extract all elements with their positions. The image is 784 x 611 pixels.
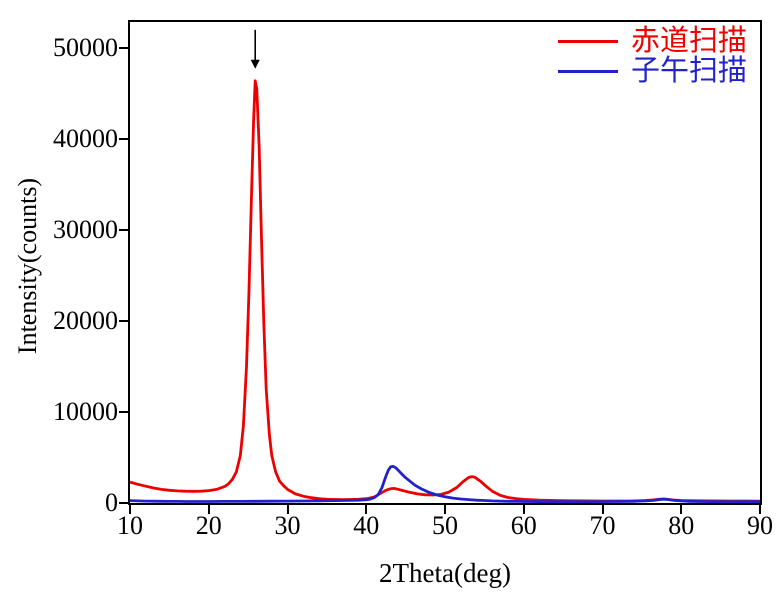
x-tick — [444, 505, 446, 514]
plot-frame — [128, 20, 762, 505]
x-tick-label: 20 — [195, 511, 222, 540]
series-line-0 — [129, 79, 761, 503]
x-tick — [365, 505, 368, 514]
x-tick — [522, 505, 525, 514]
y-tick-label: 0 — [105, 488, 118, 517]
x-tick-label: 70 — [589, 511, 616, 540]
y-tick — [119, 47, 128, 50]
x-tick — [129, 505, 131, 514]
x-tick-label: 50 — [432, 511, 458, 540]
x-tick — [286, 505, 289, 514]
y-tick — [119, 502, 128, 504]
legend-label-0: 赤道扫描 — [631, 25, 748, 57]
legend-line-0 — [558, 40, 618, 43]
x-tick — [680, 505, 683, 514]
x-tick-label: 80 — [668, 511, 695, 540]
y-tick-label: 40000 — [53, 124, 118, 154]
y-tick-label: 10000 — [53, 397, 118, 426]
y-tick — [119, 229, 128, 231]
x-tick-label: 90 — [747, 511, 773, 540]
y-tick-label: 20000 — [53, 306, 118, 335]
x-tick — [207, 505, 210, 514]
plot-area — [129, 29, 761, 504]
y-tick-label: 30000 — [53, 215, 118, 244]
x-tick — [601, 505, 604, 514]
y-tick — [119, 138, 128, 141]
series-line-1 — [129, 464, 760, 504]
y-axis-label: Intensity(counts) — [13, 177, 42, 355]
x-tick-label: 30 — [274, 511, 301, 540]
x-tick-label: 10 — [117, 511, 143, 540]
legend-line-1 — [558, 70, 618, 73]
y-tick — [119, 411, 128, 413]
y-tick-label: 50000 — [53, 33, 118, 63]
y-tick — [119, 320, 128, 322]
legend-label-1: 子午扫描 — [631, 55, 748, 87]
x-axis-label: 2Theta(deg) — [379, 558, 511, 588]
peak-arrow-head — [250, 59, 260, 69]
x-tick-label: 60 — [510, 511, 537, 540]
x-tick — [759, 505, 761, 514]
x-tick-label: 40 — [353, 511, 380, 540]
